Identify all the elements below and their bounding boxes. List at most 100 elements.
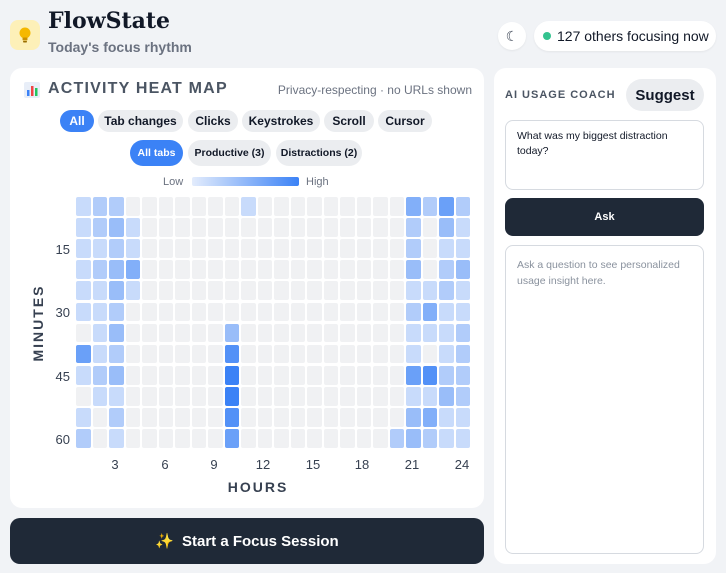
heatmap-cell: [125, 218, 140, 237]
heatmap-cell: [373, 260, 388, 280]
heatmap-cell: [455, 197, 470, 216]
question-input[interactable]: What was my biggest distraction today?: [505, 120, 704, 190]
ask-button[interactable]: Ask: [505, 198, 704, 236]
heatmap-title: ACTIVITY HEAT MAP: [48, 80, 228, 97]
heatmap-cell: [406, 365, 421, 385]
heatmap-cell: [373, 344, 388, 364]
heatmap-cell: [290, 260, 305, 280]
heatmap-cell: [290, 344, 305, 364]
heatmap-cell: [191, 408, 206, 427]
heatmap-cell: [241, 386, 256, 406]
heatmap-cell: [406, 344, 421, 364]
heatmap-cell: [224, 323, 239, 343]
heatmap-cell: [274, 344, 289, 364]
heatmap-cell: [142, 365, 157, 385]
heatmap-cell: [455, 429, 470, 448]
heatmap-cell: [208, 239, 223, 258]
heatmap-cell: [241, 260, 256, 280]
filter-clicks[interactable]: Clicks: [188, 110, 238, 132]
heatmap-cell: [142, 386, 157, 406]
heatmap-cell: [158, 197, 173, 216]
heatmap-cell: [340, 429, 355, 448]
heatmap-cell: [257, 281, 272, 301]
heatmap-cell: [373, 302, 388, 322]
heatmap-cell: [224, 344, 239, 364]
heatmap-cell: [274, 323, 289, 343]
heatmap-cell: [92, 281, 107, 301]
heatmap-cell: [274, 429, 289, 448]
filter-scroll[interactable]: Scroll: [324, 110, 374, 132]
heatmap-cell: [224, 429, 239, 448]
heatmap-cell: [422, 429, 437, 448]
heatmap-cell: [356, 323, 371, 343]
heatmap-cell: [307, 386, 322, 406]
filter-all[interactable]: All: [60, 110, 94, 132]
tab-filter-productive[interactable]: Productive (3): [188, 140, 271, 166]
heatmap-cell: [422, 344, 437, 364]
x-tick-label: 18: [354, 457, 370, 472]
heatmap-cell: [307, 281, 322, 301]
start-focus-session-button[interactable]: ✨ Start a Focus Session: [10, 518, 484, 564]
heatmap-cell: [455, 260, 470, 280]
heatmap-cell: [274, 365, 289, 385]
heatmap-cell: [340, 323, 355, 343]
heatmap-cell: [76, 323, 91, 343]
heatmap-cell: [406, 408, 421, 427]
filter-cursor[interactable]: Cursor: [378, 110, 432, 132]
heatmap-cell: [142, 302, 157, 322]
heatmap-cell: [323, 302, 338, 322]
heatmap-cell: [175, 281, 190, 301]
heatmap-cell: [76, 408, 91, 427]
heatmap-cell: [109, 197, 124, 216]
heatmap-cell: [422, 197, 437, 216]
y-tick-label: 45: [55, 369, 70, 384]
heatmap-cell: [224, 365, 239, 385]
heatmap-cell: [175, 386, 190, 406]
tab-filter-all-tabs[interactable]: All tabs: [130, 140, 183, 166]
heatmap-cell: [356, 197, 371, 216]
heatmap-cell: [142, 344, 157, 364]
heatmap-cell: [307, 260, 322, 280]
heatmap-cell: [323, 429, 338, 448]
online-status-dot: [543, 32, 551, 40]
heatmap-cell: [439, 302, 454, 322]
heatmap-cell: [422, 218, 437, 237]
heatmap-cell: [241, 197, 256, 216]
heatmap-cell: [257, 408, 272, 427]
filter-keystrokes[interactable]: Keystrokes: [242, 110, 320, 132]
y-tick-label: 30: [55, 305, 70, 320]
coach-title: AI USAGE COACH: [505, 89, 616, 101]
heatmap-cell: [92, 365, 107, 385]
tab-filter-distractions[interactable]: Distractions (2): [276, 140, 362, 166]
heatmap-cell: [208, 408, 223, 427]
heatmap-cell: [241, 408, 256, 427]
heatmap-cell: [125, 429, 140, 448]
online-users-badge: 127 others focusing now: [534, 21, 716, 51]
heatmap-cell: [307, 344, 322, 364]
heatmap-cell: [323, 239, 338, 258]
heatmap-cell: [422, 239, 437, 258]
heatmap-cell: [439, 197, 454, 216]
heatmap-cell: [92, 197, 107, 216]
heatmap-cell: [290, 281, 305, 301]
heatmap-cell: [422, 365, 437, 385]
answer-output: Ask a question to see personalized usage…: [505, 245, 704, 554]
heatmap-cell: [389, 260, 404, 280]
theme-toggle-button[interactable]: ☾: [498, 22, 526, 50]
heatmap-cell: [175, 260, 190, 280]
heatmap-cell: [92, 408, 107, 427]
heatmap-cell: [439, 260, 454, 280]
bar-chart-icon: [24, 82, 40, 98]
heatmap-cell: [92, 386, 107, 406]
moon-icon: ☾: [505, 27, 519, 44]
heatmap-cell: [356, 260, 371, 280]
heatmap-cell: [224, 218, 239, 237]
filter-tab-changes[interactable]: Tab changes: [98, 110, 183, 132]
heatmap-cell: [323, 260, 338, 280]
heatmap-cell: [142, 218, 157, 237]
suggest-button[interactable]: Suggest: [626, 79, 704, 111]
heatmap-cell: [406, 429, 421, 448]
heatmap-cell: [340, 408, 355, 427]
heatmap-cell: [389, 344, 404, 364]
y-axis-label: MINUTES: [30, 284, 46, 362]
